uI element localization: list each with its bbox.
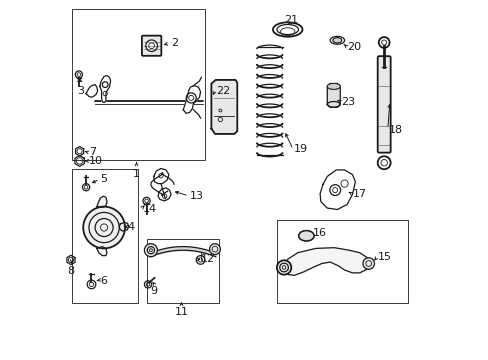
Ellipse shape	[298, 231, 313, 241]
Circle shape	[362, 258, 374, 269]
Circle shape	[83, 207, 125, 248]
Polygon shape	[97, 247, 107, 256]
Text: 6: 6	[101, 276, 107, 286]
Polygon shape	[86, 85, 98, 97]
Text: 18: 18	[387, 125, 402, 135]
FancyBboxPatch shape	[142, 36, 161, 56]
Polygon shape	[97, 196, 107, 207]
Text: 15: 15	[377, 252, 391, 262]
Text: 8: 8	[67, 266, 74, 276]
Polygon shape	[100, 76, 110, 103]
Text: 1: 1	[133, 169, 140, 179]
Text: 23: 23	[340, 97, 354, 107]
Polygon shape	[153, 168, 168, 184]
Text: 2: 2	[170, 38, 178, 48]
Text: 17: 17	[352, 189, 366, 199]
Ellipse shape	[326, 84, 340, 89]
Polygon shape	[320, 170, 355, 210]
Text: 9: 9	[150, 286, 157, 296]
Polygon shape	[158, 188, 171, 201]
Text: 21: 21	[284, 15, 298, 25]
Circle shape	[335, 38, 339, 42]
Text: 11: 11	[174, 307, 188, 317]
Text: 16: 16	[312, 228, 326, 238]
Circle shape	[209, 244, 220, 255]
Polygon shape	[183, 86, 200, 113]
Polygon shape	[119, 222, 128, 231]
Text: 13: 13	[189, 191, 203, 201]
Polygon shape	[211, 80, 237, 134]
Polygon shape	[283, 248, 369, 275]
Ellipse shape	[326, 84, 340, 89]
Text: 22: 22	[216, 86, 230, 96]
Text: 10: 10	[89, 156, 103, 166]
Circle shape	[144, 244, 157, 257]
Ellipse shape	[332, 38, 341, 43]
Text: 5: 5	[101, 174, 107, 184]
Text: 14: 14	[142, 204, 157, 214]
Text: 7: 7	[89, 147, 96, 157]
Text: 20: 20	[346, 42, 361, 52]
Ellipse shape	[332, 38, 341, 43]
FancyBboxPatch shape	[377, 56, 390, 153]
Ellipse shape	[329, 36, 344, 44]
Circle shape	[145, 40, 157, 51]
Text: 3: 3	[77, 86, 84, 96]
Polygon shape	[326, 84, 340, 107]
Circle shape	[276, 260, 291, 275]
Ellipse shape	[298, 231, 313, 241]
Text: 4: 4	[127, 222, 134, 232]
Circle shape	[196, 256, 204, 264]
Text: 19: 19	[294, 144, 307, 154]
Text: 12: 12	[200, 254, 214, 264]
